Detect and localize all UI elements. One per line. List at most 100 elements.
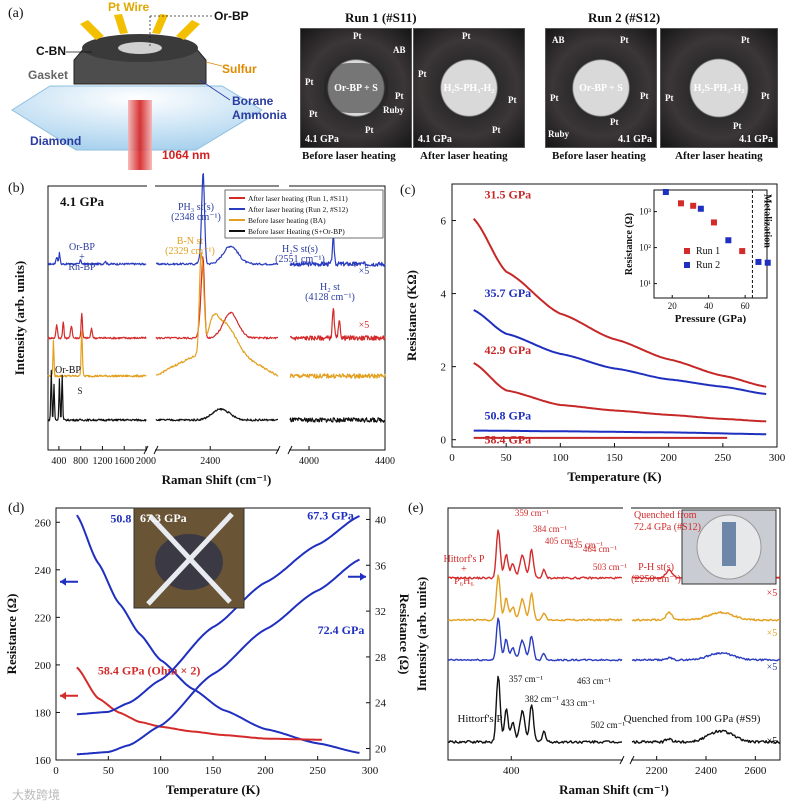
annotation-label: P₆H₆ xyxy=(454,576,474,587)
axis-break xyxy=(623,756,631,764)
photo-caption: After laser heating xyxy=(675,150,763,162)
y2-tick-label: 28 xyxy=(375,652,387,664)
x-tick-label: 100 xyxy=(552,452,569,464)
inset-point xyxy=(662,189,669,196)
annotation-label: 405 cm⁻¹ xyxy=(545,536,579,546)
photo-run2-after: Pt Pt Pt Pt H₂S-PH₃-H₂ 4.1 GPa xyxy=(660,28,778,148)
annotation-label: ×5 xyxy=(767,588,778,599)
photo-label: Pt xyxy=(620,35,629,45)
x-tick-label: 150 xyxy=(205,765,222,777)
x-tick-label: 100 xyxy=(152,765,169,777)
y-tick-label: 260 xyxy=(35,517,52,529)
annotation-label: (4128 cm⁻¹) xyxy=(305,292,355,303)
y-tick-label: 220 xyxy=(35,612,52,624)
inset-point xyxy=(690,202,697,209)
spectrum-line xyxy=(447,574,623,622)
x-tick-label: 400 xyxy=(503,765,520,777)
run2-title: Run 2 (#S12) xyxy=(588,10,661,25)
annotation-label: * xyxy=(352,260,359,275)
inset-point xyxy=(710,219,717,226)
inset-legend-marker xyxy=(684,262,690,268)
photo-label: Pt xyxy=(395,91,404,101)
series-line xyxy=(472,218,767,388)
photo-pressure: 4.1 GPa xyxy=(305,134,339,145)
pt-wire-shape xyxy=(152,14,168,34)
photo-label: Pt xyxy=(610,117,619,127)
x-tick-label: 800 xyxy=(73,456,88,467)
photo-label: Pt xyxy=(761,91,770,101)
series-line xyxy=(76,515,360,716)
annotation-label: (2329 cm⁻¹) xyxy=(165,246,215,257)
y-axis-label: Intensity (arb. units) xyxy=(414,577,429,692)
annotation-label: (2551 cm⁻¹) xyxy=(275,254,325,265)
photo-caption: Before laser heating xyxy=(302,150,396,162)
axis-break-mark xyxy=(153,445,159,455)
series-line xyxy=(473,429,767,436)
y-axis-label: Resistance (Ω) xyxy=(4,594,19,675)
series-label: 31.5 GPa xyxy=(485,188,532,202)
spectrum-line xyxy=(289,373,386,379)
inset-y-tick-label: 10² xyxy=(639,243,651,253)
photo-label: AB xyxy=(393,45,406,55)
spectrum-line xyxy=(155,407,279,422)
c-bn-label: C-BN xyxy=(36,44,66,58)
inset-x-tick-label: 40 xyxy=(704,301,714,311)
annotation-label: PH₃ st(s) xyxy=(178,202,214,213)
inset-x-tick-label: 60 xyxy=(741,301,751,311)
photo-label: Pt xyxy=(741,35,750,45)
photo-label: Pt xyxy=(550,93,559,103)
y2-tick-label: 32 xyxy=(375,606,386,618)
pt-wire-shape xyxy=(80,20,104,40)
annotation-label: + xyxy=(79,252,85,263)
y2-tick-label: 24 xyxy=(375,698,387,710)
legend-box xyxy=(224,189,384,239)
series-line xyxy=(76,514,360,754)
spectrum-line xyxy=(631,729,781,744)
series-label: 42.9 GPa xyxy=(485,343,532,357)
annotation-label: 502 cm⁻¹ xyxy=(591,720,625,730)
x-tick-label: 1600 xyxy=(114,456,134,467)
inset-x-tick-label: 20 xyxy=(668,301,678,311)
x-axis-label: Raman Shift (cm⁻¹) xyxy=(559,782,669,797)
spectrum-line xyxy=(155,252,279,377)
spectrum-line xyxy=(47,330,147,378)
series-line xyxy=(76,666,322,741)
annotation-label: 503 cm⁻¹ xyxy=(593,562,627,572)
annotation-label: 359 cm⁻¹ xyxy=(515,508,549,518)
metalization-label: Metalization xyxy=(761,194,772,248)
x-tick-label: 0 xyxy=(53,765,59,777)
axis-break-mark xyxy=(287,445,293,455)
ammonia-label: Ammonia xyxy=(232,108,287,122)
x-tick-label: 150 xyxy=(606,452,623,464)
series-label: 67.3 GPa xyxy=(307,508,354,522)
y-axis-label: Intensity (arb. units) xyxy=(12,261,27,376)
laser-wavelength-label: 1064 nm xyxy=(162,148,211,162)
photo-label: Pt xyxy=(462,31,471,41)
dac-schematic xyxy=(11,14,263,170)
annotation-label: Hittorf's P xyxy=(457,713,502,725)
inset-legend-marker xyxy=(684,248,690,254)
diamond-label: Diamond xyxy=(30,134,82,148)
legend-label: Before laser Heating (S+Or-BP) xyxy=(248,227,345,236)
photo-label: Pt xyxy=(640,91,649,101)
annotation-label: 463 cm⁻¹ xyxy=(577,676,611,686)
gasket-label: Gasket xyxy=(28,68,69,82)
x-tick-label: 2600 xyxy=(744,765,767,777)
photo-pressure: 4.1 GPa xyxy=(618,134,652,145)
x-tick-label: 50 xyxy=(103,765,115,777)
y-tick-label: 180 xyxy=(35,707,52,719)
photo-label: Pt xyxy=(309,109,318,119)
photo-center-label: Or-BP + S xyxy=(579,83,623,95)
inset-frame xyxy=(653,189,768,299)
annotation-label: 382 cm⁻¹ xyxy=(525,694,559,704)
annotation-label: Quenched from xyxy=(634,510,697,521)
x-tick-label: 2400 xyxy=(695,765,718,777)
panel-label-b: (b) xyxy=(8,181,25,196)
chart-panel-d: (d) 0 50 100 150 200 250 300 160 180 200 220 240 260 2… xyxy=(4,501,410,797)
series-label: 35.7 GPa xyxy=(485,286,532,300)
x-tick-label: 1200 xyxy=(92,456,112,467)
x-axis-label: Temperature (K) xyxy=(166,782,260,797)
x-axis-label: Raman Shift (cm⁻¹) xyxy=(162,472,272,487)
left-axis-arrow-head xyxy=(60,577,66,586)
photo-center-label: Or-BP + S xyxy=(334,83,378,95)
